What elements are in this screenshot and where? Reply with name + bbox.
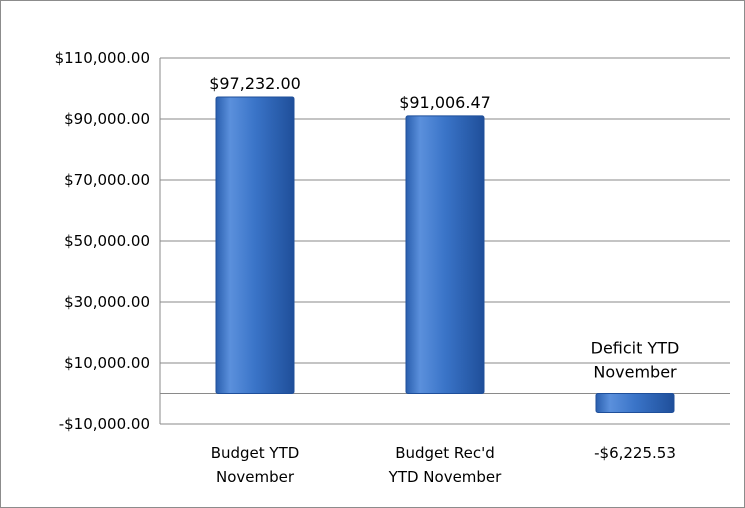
category-label: -$6,225.53	[594, 444, 676, 462]
data-label: Deficit YTD	[591, 339, 680, 358]
y-tick-label: $50,000.00	[64, 232, 150, 250]
data-labels: $97,232.00 $91,006.47 Deficit YTD November	[209, 74, 679, 382]
y-tick-label: $110,000.00	[55, 49, 150, 67]
y-tick-label: $70,000.00	[64, 171, 150, 189]
y-tick-label: $90,000.00	[64, 110, 150, 128]
data-label: November	[593, 363, 677, 382]
y-tick-label: -$10,000.00	[59, 415, 150, 433]
bars	[215, 96, 675, 413]
category-label: Budget Rec'd	[395, 444, 495, 462]
category-label: Budget YTD	[211, 444, 300, 462]
category-label: YTD November	[388, 468, 503, 486]
y-axis: $110,000.00 $90,000.00 $70,000.00 $50,000.0…	[55, 49, 730, 433]
bar	[595, 393, 675, 413]
data-label: $91,006.47	[399, 93, 491, 112]
bar	[405, 115, 485, 394]
category-label: November	[216, 468, 295, 486]
x-axis-categories: Budget YTD November Budget Rec'd YTD Novemb…	[211, 444, 676, 486]
bar	[215, 96, 295, 394]
y-tick-label: $30,000.00	[64, 293, 150, 311]
y-tick-label: $10,000.00	[64, 354, 150, 372]
data-label: $97,232.00	[209, 74, 301, 93]
